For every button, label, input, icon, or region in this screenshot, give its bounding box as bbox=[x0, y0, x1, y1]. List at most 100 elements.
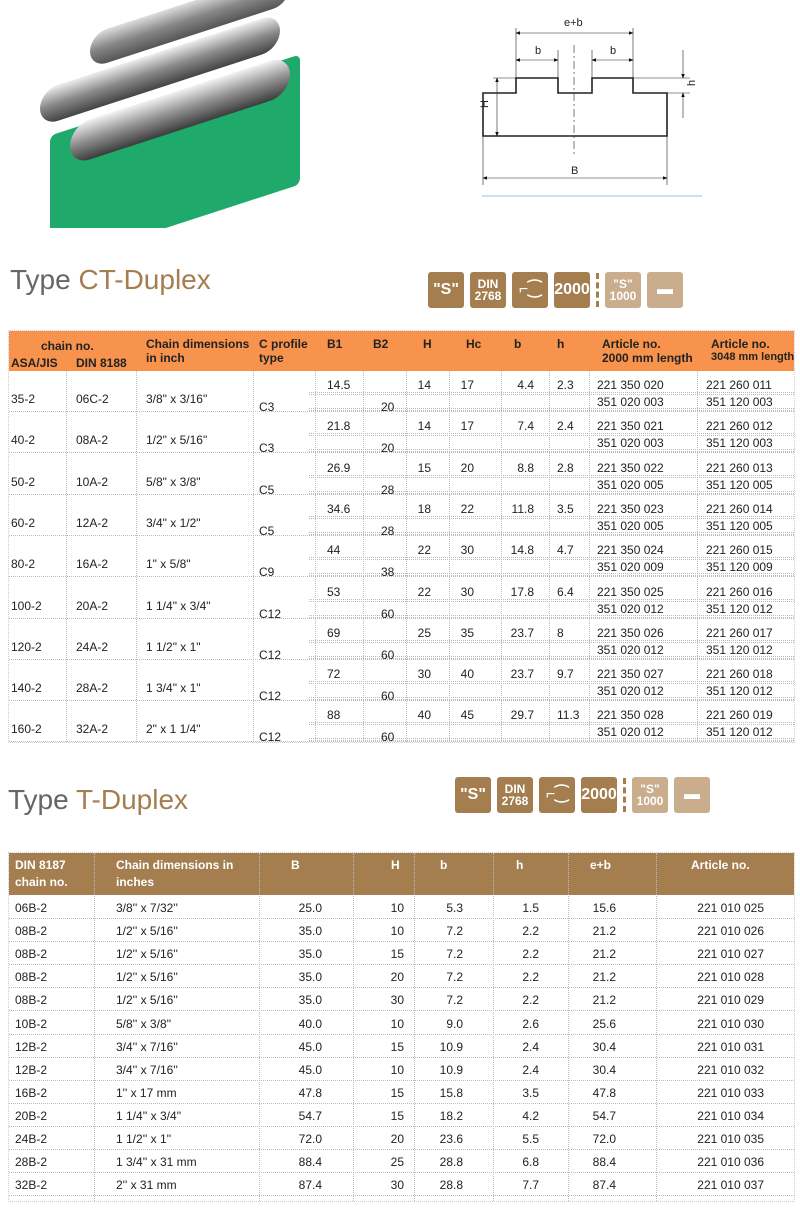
cell-H: 14 bbox=[417, 378, 431, 392]
t-duplex-table: DIN 8187 chain no. Chain dimensions in i… bbox=[8, 852, 795, 1202]
cell-H: 30 bbox=[390, 1178, 404, 1193]
cell-h: 2.4 bbox=[522, 1039, 539, 1054]
cell-eb: 30.4 bbox=[592, 1062, 616, 1077]
cell-B1: 69 bbox=[327, 625, 341, 640]
cell-B1: 26.9 bbox=[327, 460, 351, 475]
t-duplex-title: Type T-Duplex bbox=[8, 784, 189, 815]
cell-Hc: 30 bbox=[460, 543, 474, 558]
table-row: 08B-2 1/2'' x 5/16'' 35.0 30 7.2 2.2 21.2 221 0… bbox=[9, 988, 794, 1012]
table-row: 08B-2 1/2'' x 5/16'' 35.0 20 7.2 2.2 21.2 221 0… bbox=[9, 965, 794, 989]
cell-cprofile: C12 bbox=[259, 689, 282, 704]
hdr-b: b bbox=[440, 858, 448, 872]
cell-H: 25 bbox=[390, 1155, 404, 1170]
cell-article: 221 010 034 bbox=[697, 1108, 764, 1123]
label-b-right: b bbox=[610, 45, 616, 57]
cell-eb: 88.4 bbox=[592, 1155, 616, 1170]
cell-B: 45.0 bbox=[298, 1039, 322, 1054]
table-row: 120-2 24A-2 1 1/2" x 1" C12 69 60 25 35 23.7 8 221… bbox=[9, 620, 794, 662]
icon-label: "S" bbox=[640, 782, 660, 796]
cell-din: 24B-2 bbox=[15, 1132, 48, 1146]
ct-duplex-title: Type CT-Duplex bbox=[10, 264, 211, 295]
cell-H: 10 bbox=[390, 1062, 404, 1077]
hdr-B2: B2 bbox=[373, 337, 389, 351]
hdr-H: H bbox=[391, 858, 400, 872]
cell-asa: 40-2 bbox=[11, 433, 36, 448]
s-standard-icon: "S" bbox=[455, 777, 491, 813]
cell-cprofile: C12 bbox=[259, 606, 282, 621]
cell-B1: 34.6 bbox=[327, 501, 351, 516]
cell-h: 4.7 bbox=[557, 543, 574, 558]
icon-label: "S" bbox=[613, 277, 633, 291]
cell-h: 2.3 bbox=[557, 378, 574, 392]
cell-din: 20A-2 bbox=[76, 598, 109, 613]
cell-b: 7.4 bbox=[517, 419, 534, 434]
cell-article-2000: 221 350 028 bbox=[597, 708, 664, 723]
cell-din: 08B-2 bbox=[15, 947, 48, 962]
ct-duplex-table: chain no. ASA/JIS DIN 8188 Chain dimensi… bbox=[8, 330, 795, 745]
cell-h: 7.7 bbox=[522, 1178, 539, 1193]
t-table-header: DIN 8187 chain no. Chain dimensions in i… bbox=[9, 853, 794, 895]
cell-dims: 3/4'' x 7/16'' bbox=[116, 1062, 178, 1077]
cell-H: 15 bbox=[390, 1108, 404, 1123]
cell-eb: 15.6 bbox=[592, 901, 616, 915]
cell-din: 12A-2 bbox=[76, 515, 109, 530]
cell-dims: 3/8'' x 7/32'' bbox=[116, 901, 178, 915]
cell-dims: 1 3/4" x 1" bbox=[146, 681, 201, 696]
cell-H: 10 bbox=[390, 924, 404, 939]
cell-B: 40.0 bbox=[298, 1016, 322, 1031]
cell-article: 221 010 032 bbox=[697, 1062, 764, 1077]
profile-icon: ⌐⁐ bbox=[512, 272, 548, 308]
hdr-art-3048: Article no. bbox=[711, 337, 770, 351]
cell-Hc: 17 bbox=[460, 378, 474, 392]
cell-B: 72.0 bbox=[298, 1132, 322, 1146]
cell-asa: 140-2 bbox=[11, 681, 42, 696]
din-2768-icon: DIN 2768 bbox=[470, 272, 506, 308]
cell-article: 221 010 030 bbox=[697, 1016, 764, 1031]
cell-B: 88.4 bbox=[298, 1155, 322, 1170]
cell-din: 12B-2 bbox=[15, 1062, 48, 1077]
cell-h: 2.6 bbox=[522, 1016, 539, 1031]
table-row: 100-2 20A-2 1 1/4" x 3/4" C12 53 60 22 30 17.8 6.… bbox=[9, 579, 794, 621]
hdr-chain-no: chain no. bbox=[41, 339, 94, 353]
cell-b: 8.8 bbox=[517, 460, 534, 475]
table-row: 50-2 10A-2 5/8" x 3/8" C5 26.9 28 15 20 8.8 2.8 22… bbox=[9, 455, 794, 497]
cell-B2: 60 bbox=[381, 689, 395, 704]
cell-b: 7.2 bbox=[446, 970, 463, 985]
cell-dims: 1 1/2'' x 1'' bbox=[116, 1132, 172, 1146]
cell-B1: 53 bbox=[327, 584, 341, 599]
cell-B1: 88 bbox=[327, 708, 341, 723]
cell-article-3048-2: 351 120 003 bbox=[706, 436, 773, 451]
hdr-din: DIN 8187 bbox=[15, 858, 66, 872]
bars-icon: ▬ bbox=[647, 272, 683, 308]
cell-article-3048-2: 351 120 003 bbox=[706, 395, 773, 409]
cell-article: 221 010 035 bbox=[697, 1132, 764, 1146]
cell-cprofile: C12 bbox=[259, 730, 282, 745]
hdr-dims: Chain dimensions in bbox=[116, 858, 234, 872]
cell-b: 17.8 bbox=[510, 584, 534, 599]
cell-article-2000-2: 351 020 005 bbox=[597, 477, 664, 492]
cell-article-2000: 221 350 020 bbox=[597, 378, 664, 392]
profile-icon: ⌐⁐ bbox=[539, 777, 575, 813]
din-2768-icon: DIN 2768 bbox=[497, 777, 533, 813]
cell-article-3048-2: 351 120 012 bbox=[706, 684, 773, 699]
table-row: 10B-2 5/8'' x 3/8'' 40.0 10 9.0 2.6 25.6 221 01… bbox=[9, 1012, 794, 1035]
cell-din: 10A-2 bbox=[76, 474, 109, 489]
hdr-dims: Chain dimensions bbox=[146, 337, 250, 351]
feature-icons-t: "S" DIN 2768 ⌐⁐ 2000 "S" 1000 ▬ bbox=[455, 777, 710, 813]
cell-b: 11.8 bbox=[511, 501, 534, 516]
hdr-cprofile-2: type bbox=[259, 351, 284, 365]
hdr-art-3048-2: 3048 mm length bbox=[711, 351, 795, 363]
cell-B: 35.0 bbox=[298, 993, 322, 1008]
cell-article-2000-2: 351 020 003 bbox=[597, 436, 664, 451]
cell-B1: 72 bbox=[327, 667, 341, 682]
cell-article: 221 010 036 bbox=[697, 1155, 764, 1170]
cell-b: 18.2 bbox=[439, 1108, 463, 1123]
cell-dims: 5/8" x 3/8" bbox=[146, 474, 201, 489]
cell-dims: 1/2'' x 5/16'' bbox=[116, 947, 178, 962]
icon-label: ⌐⁐ bbox=[545, 786, 569, 803]
cell-h: 6.8 bbox=[522, 1155, 539, 1170]
table-row: 140-2 28A-2 1 3/4" x 1" C12 72 60 30 40 23.7 9.7 2… bbox=[9, 661, 794, 704]
table-row: 28B-2 1 3/4'' x 31 mm 88.4 25 28.8 6.8 88.4 221… bbox=[9, 1150, 794, 1174]
icon-label-2: 2768 bbox=[474, 289, 502, 303]
cell-Hc: 45 bbox=[460, 708, 474, 723]
